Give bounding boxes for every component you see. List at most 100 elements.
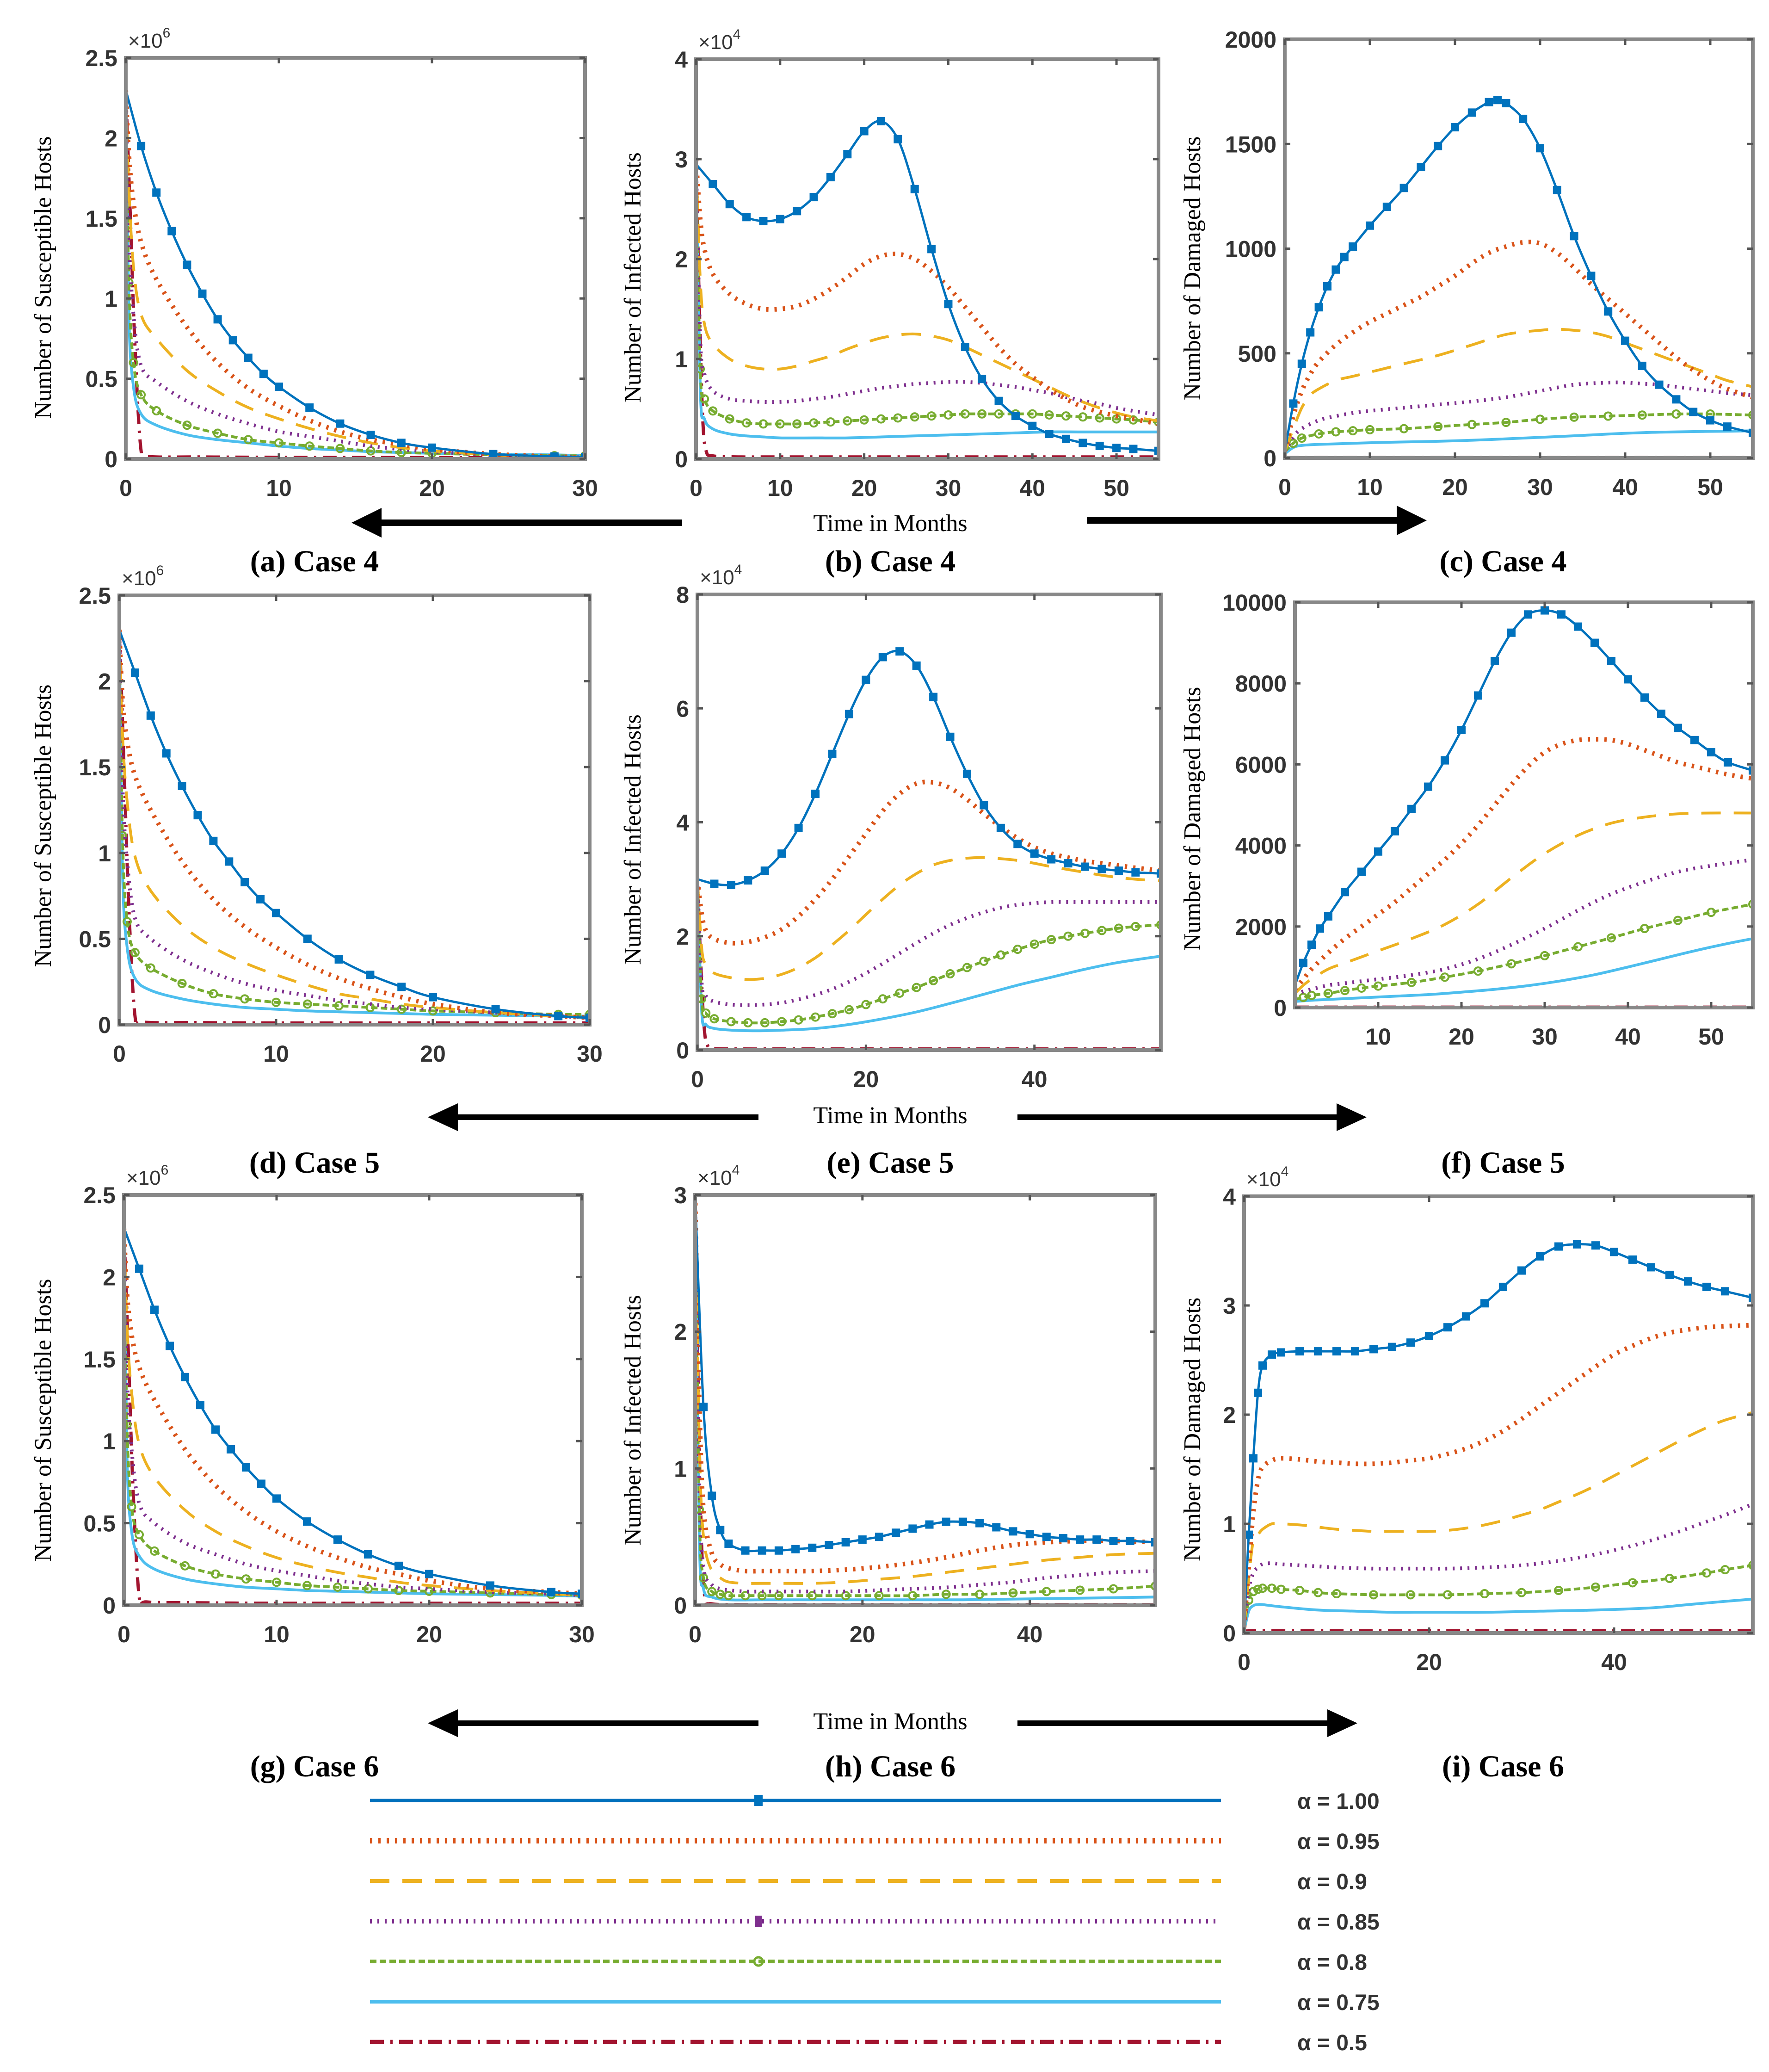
- subplot-b: 0 10 20 30 40 50 0 1 2 3 4 ×104 Number of Infected H…: [620, 27, 1160, 501]
- y-tick-label: 2: [676, 924, 689, 950]
- series-marker: [303, 934, 312, 943]
- series-marker: [209, 836, 218, 845]
- series-marker: [271, 997, 281, 1007]
- series-marker: [425, 1586, 434, 1596]
- y-tick-label: 8: [676, 582, 689, 608]
- series-line-alpha-1.00: [1244, 1243, 1753, 1628]
- series-marker: [1288, 439, 1298, 448]
- series-line-alpha-0.95: [124, 1227, 582, 1596]
- series-marker: [1637, 410, 1647, 420]
- series-marker: [1665, 1574, 1674, 1583]
- series-marker: [1457, 725, 1466, 734]
- series-marker: [777, 1017, 787, 1027]
- series-marker: [1554, 1242, 1563, 1251]
- series-marker: [960, 409, 970, 419]
- series-marker: [1541, 606, 1549, 615]
- series-marker: [741, 1546, 750, 1555]
- caption-f: (f) Case 5: [1441, 1146, 1565, 1180]
- series-marker: [758, 419, 768, 429]
- series-marker: [183, 260, 191, 269]
- y-tick-label: 1: [98, 841, 111, 866]
- y-tick-label: 3: [675, 147, 688, 173]
- series-marker: [1059, 1534, 1067, 1543]
- x-tick-label: 20: [419, 475, 445, 501]
- series-marker: [1249, 1587, 1258, 1596]
- series-marker: [1441, 756, 1449, 765]
- series-marker: [1011, 412, 1020, 421]
- series-marker: [1603, 411, 1613, 421]
- series-marker: [1062, 434, 1070, 443]
- arrow-right-head-icon: [1397, 506, 1427, 535]
- series-marker: [257, 1479, 265, 1488]
- series-marker: [1306, 328, 1315, 337]
- series-marker: [137, 142, 146, 150]
- series-marker: [975, 1590, 985, 1599]
- series-marker: [961, 343, 969, 352]
- series-line-alpha-0.8: [695, 1195, 1155, 1597]
- legend: α = 1.00 α = 0.95 α = 0.9 α = 0.85 α = 0.8 α …: [370, 1789, 1380, 2055]
- series-marker: [364, 1550, 372, 1559]
- series-marker: [1590, 638, 1599, 647]
- series-marker: [980, 801, 988, 810]
- series-marker: [429, 993, 437, 1002]
- series-marker: [242, 1463, 250, 1472]
- y-tick-label: 10000: [1222, 590, 1287, 616]
- series-line-alpha-0.75: [1285, 429, 1753, 455]
- series-marker: [1109, 1584, 1118, 1594]
- series-marker: [1357, 867, 1366, 876]
- series-marker: [710, 879, 719, 888]
- series-line-alpha-1.00: [695, 1195, 1155, 1552]
- series-marker: [827, 1009, 837, 1019]
- y-tick-label: 8000: [1235, 671, 1287, 697]
- series-marker: [709, 1014, 719, 1024]
- x-tick-label: 50: [1697, 474, 1723, 500]
- series-marker: [825, 1540, 833, 1549]
- x-tick-label: 30: [1532, 1024, 1558, 1050]
- legend-marker: [754, 1795, 763, 1806]
- series-marker: [225, 857, 234, 866]
- series-marker: [715, 1590, 725, 1599]
- x-tick-label: 10: [264, 1621, 290, 1647]
- series-line-alpha-0.5: [695, 1195, 1155, 1605]
- series-marker: [742, 418, 752, 428]
- series-marker: [908, 1591, 918, 1601]
- x-tick-label: 30: [936, 475, 962, 501]
- legend-label: α = 0.75: [1297, 1991, 1380, 2015]
- x-tick-label: 20: [853, 1066, 879, 1092]
- series-marker: [1154, 446, 1159, 455]
- axes-frame: [122, 1193, 584, 1607]
- series-line-alpha-0.8: [1295, 903, 1753, 1001]
- series-marker: [162, 749, 171, 758]
- series-marker: [1095, 441, 1104, 450]
- series-marker: [700, 394, 709, 404]
- series-marker: [1557, 610, 1566, 619]
- series-marker: [1702, 1568, 1711, 1578]
- series-marker: [1443, 1590, 1452, 1600]
- x-tick-label: 40: [1019, 475, 1045, 501]
- y-tick-label: 0: [98, 1012, 111, 1038]
- series-marker: [809, 193, 818, 202]
- x-tick-label: 10: [266, 475, 292, 501]
- series-marker: [1388, 1342, 1396, 1351]
- series-marker: [992, 1523, 1001, 1532]
- series-marker: [1097, 865, 1106, 873]
- series-marker: [1640, 693, 1649, 702]
- series-line-alpha-0.85: [124, 1227, 582, 1597]
- legend-entry: α = 0.75: [370, 1991, 1380, 2015]
- series-marker: [333, 1535, 342, 1544]
- series-line-alpha-0.85: [1285, 380, 1753, 453]
- series-line-alpha-0.75: [119, 630, 590, 1018]
- x-tick-label: 40: [1017, 1621, 1043, 1647]
- series-marker: [122, 917, 132, 927]
- caption-e: (e) Case 5: [827, 1146, 954, 1180]
- y-tick-label: 6: [676, 696, 689, 722]
- series-marker: [1628, 1255, 1637, 1264]
- series-marker: [334, 1001, 344, 1011]
- series-marker: [1079, 439, 1087, 447]
- x-tick-label: 20: [1416, 1649, 1442, 1675]
- series-marker: [1474, 691, 1482, 700]
- series-marker: [875, 1591, 884, 1601]
- y-tick-label: 500: [1238, 341, 1276, 367]
- series-marker: [1109, 1537, 1118, 1546]
- series-marker: [1092, 1535, 1101, 1544]
